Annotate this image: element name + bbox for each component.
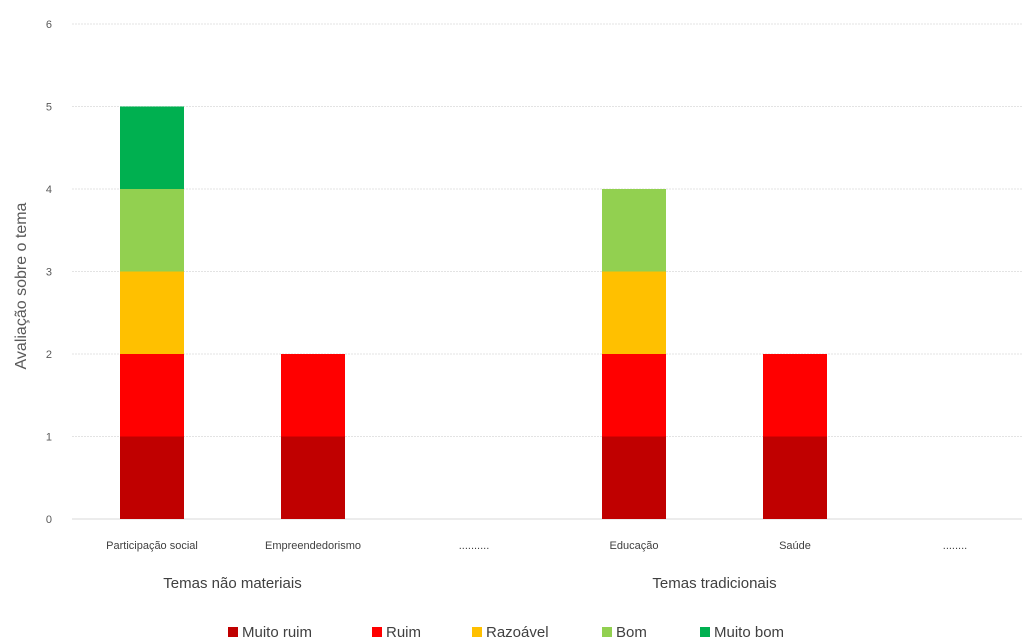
category-label: Empreendedorismo — [265, 540, 361, 552]
legend-swatch — [700, 627, 710, 637]
category-label: Participação social — [106, 540, 198, 552]
legend-label: Bom — [616, 624, 647, 641]
legend-label: Razoável — [486, 624, 549, 641]
bars — [120, 106, 827, 519]
legend: Muito ruim Ruim Razoável Bom Muito bom — [228, 624, 784, 641]
legend-item: Bom — [602, 624, 647, 641]
legend-swatch — [372, 627, 382, 637]
bar-segment-ruim — [281, 354, 345, 437]
bar-segment-muito-ruim — [763, 436, 827, 519]
legend-item: Ruim — [372, 624, 421, 641]
bar-segment-ruim — [602, 354, 666, 437]
legend-label: Ruim — [386, 624, 421, 641]
legend-label: Muito ruim — [242, 624, 312, 641]
y-tick-label: 2 — [46, 349, 52, 361]
legend-item: Muito ruim — [228, 624, 312, 641]
bar-segment-bom — [120, 189, 184, 272]
y-tick-label: 6 — [46, 19, 52, 31]
legend-swatch — [602, 627, 612, 637]
bar-segment-bom — [602, 189, 666, 272]
category-label: Saúde — [779, 540, 811, 552]
bar-segment-ruim — [120, 354, 184, 437]
legend-swatch — [228, 627, 238, 637]
bar-segment-muito-ruim — [281, 436, 345, 519]
category-labels: Participação social Empreendedorismo.....… — [106, 540, 967, 552]
group-label: Temas tradicionais — [652, 575, 776, 592]
legend-item: Razoável — [472, 624, 549, 641]
category-label: .......... — [459, 540, 490, 552]
category-label: ........ — [943, 540, 967, 552]
category-label: Educação — [610, 540, 659, 552]
y-tick-label: 1 — [46, 432, 52, 444]
y-tick-label: 0 — [46, 514, 52, 526]
y-tick-label: 5 — [46, 102, 52, 114]
y-tick-label: 3 — [46, 267, 52, 279]
y-axis-label: Avaliação sobre o tema — [13, 202, 30, 369]
bar-segment-muito-ruim — [602, 436, 666, 519]
gridlines — [72, 23, 1022, 520]
bar-segment-ruim — [763, 354, 827, 437]
legend-item: Muito bom — [700, 624, 784, 641]
legend-swatch — [472, 627, 482, 637]
group-labels: Temas não materiais Temas tradicionais — [163, 575, 776, 592]
bar-segment-muito-ruim — [120, 436, 184, 519]
bar-segment-muito-bom — [120, 106, 184, 189]
bar-segment-razoável — [120, 271, 184, 354]
group-label: Temas não materiais — [163, 575, 301, 592]
y-axis-ticks: 0 1 2 3 4 5 6 — [46, 19, 52, 526]
bar-segment-razoável — [602, 271, 666, 354]
legend-label: Muito bom — [714, 624, 784, 641]
y-tick-label: 4 — [46, 184, 52, 196]
